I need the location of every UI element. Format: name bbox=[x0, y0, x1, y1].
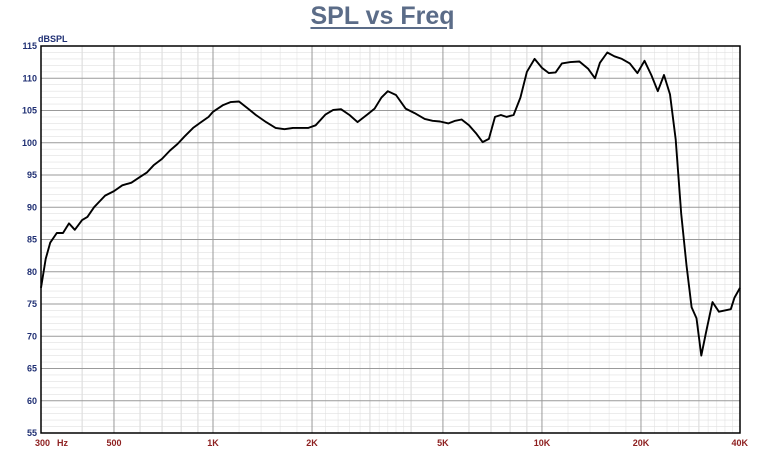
spl-response-curve bbox=[40, 51, 741, 357]
x-tick-label: 20K bbox=[633, 438, 650, 448]
y-tick-label: 65 bbox=[27, 364, 37, 374]
x-tick-label: 1K bbox=[207, 438, 219, 448]
y-tick-label: 95 bbox=[27, 170, 37, 180]
y-axis-label: dBSPL bbox=[38, 34, 68, 44]
x-axis-unit-label: Hz bbox=[57, 438, 68, 448]
y-tick-labels: 55 60 65 70 75 80 85 90 95 100 105 110 115 bbox=[22, 41, 37, 438]
x-tick-label: 5K bbox=[437, 438, 449, 448]
chart-title: SPL vs Freq bbox=[310, 2, 455, 30]
y-tick-label: 60 bbox=[27, 396, 37, 406]
y-tick-label: 85 bbox=[27, 235, 37, 245]
y-tick-label: 105 bbox=[22, 106, 37, 116]
y-tick-label: 80 bbox=[27, 267, 37, 277]
x-tick-label: 300 bbox=[35, 438, 50, 448]
plot-frame bbox=[40, 45, 741, 434]
x-tick-labels: 300 500 1K 2K 5K 10K 20K 40K bbox=[35, 438, 748, 448]
y-tick-label: 75 bbox=[27, 299, 37, 309]
x-tick-label: 500 bbox=[106, 438, 121, 448]
x-tick-label: 10K bbox=[534, 438, 551, 448]
major-gridlines bbox=[41, 46, 740, 433]
y-tick-label: 70 bbox=[27, 331, 37, 341]
x-tick-label: 40K bbox=[731, 438, 748, 448]
y-tick-label: 90 bbox=[27, 202, 37, 212]
y-tick-label: 100 bbox=[22, 138, 37, 148]
x-tick-label: 2K bbox=[306, 438, 318, 448]
y-tick-label: 115 bbox=[22, 41, 37, 51]
y-tick-label: 110 bbox=[22, 73, 37, 83]
y-tick-label: 55 bbox=[27, 428, 37, 438]
